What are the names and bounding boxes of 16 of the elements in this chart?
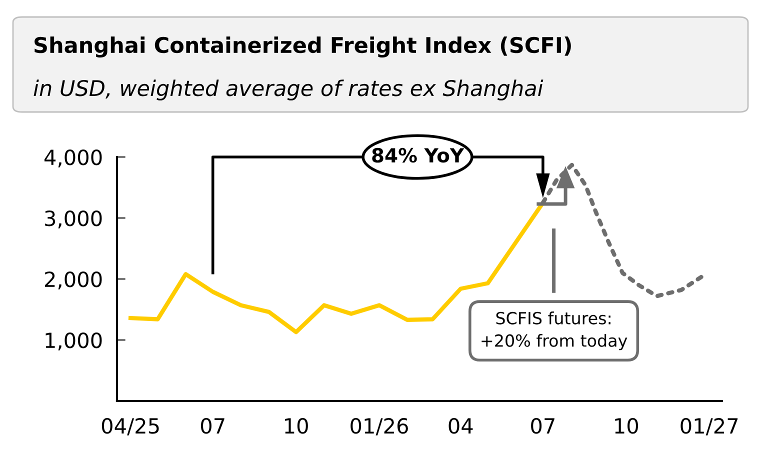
x-tick-label: 07 [531,418,554,434]
y-tick-label: 2,000 [44,271,102,290]
annotation: SCFIS futures: +20% from today [482,312,628,350]
chart-subtitle: in USD, weighted average of rates ex Shanghai [34,80,544,100]
x-tick-label: 04 [448,418,473,434]
x-tick-label: 01/27 [680,418,738,436]
y-tick-label: 4,000 [44,149,102,168]
x-tick-label: 01/26 [350,418,408,436]
x-tick-label: 04/25 [102,418,159,436]
x-tick-label: 07 [200,418,224,434]
y-tick-label: 3,000 [45,210,102,228]
x-tick-label: 10 [615,418,638,434]
x-tick-label: 10 [285,418,308,434]
annotation: 84% YoY [372,148,464,163]
y-tick-label: 1,000 [46,332,102,350]
chart-title: Shanghai Containerized Freight Index (SCFI) [34,36,571,58]
